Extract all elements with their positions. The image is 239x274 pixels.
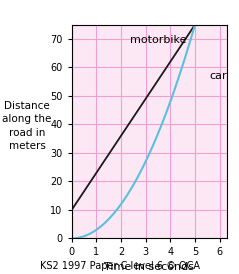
Text: KS2 1997 Paper C level 6 © QCA: KS2 1997 Paper C level 6 © QCA [39, 261, 200, 271]
Text: car: car [210, 71, 228, 81]
X-axis label: Time in seconds: Time in seconds [104, 262, 194, 272]
Text: Distance
along the
road in
meters: Distance along the road in meters [2, 101, 52, 151]
Text: motorbike: motorbike [130, 35, 186, 45]
